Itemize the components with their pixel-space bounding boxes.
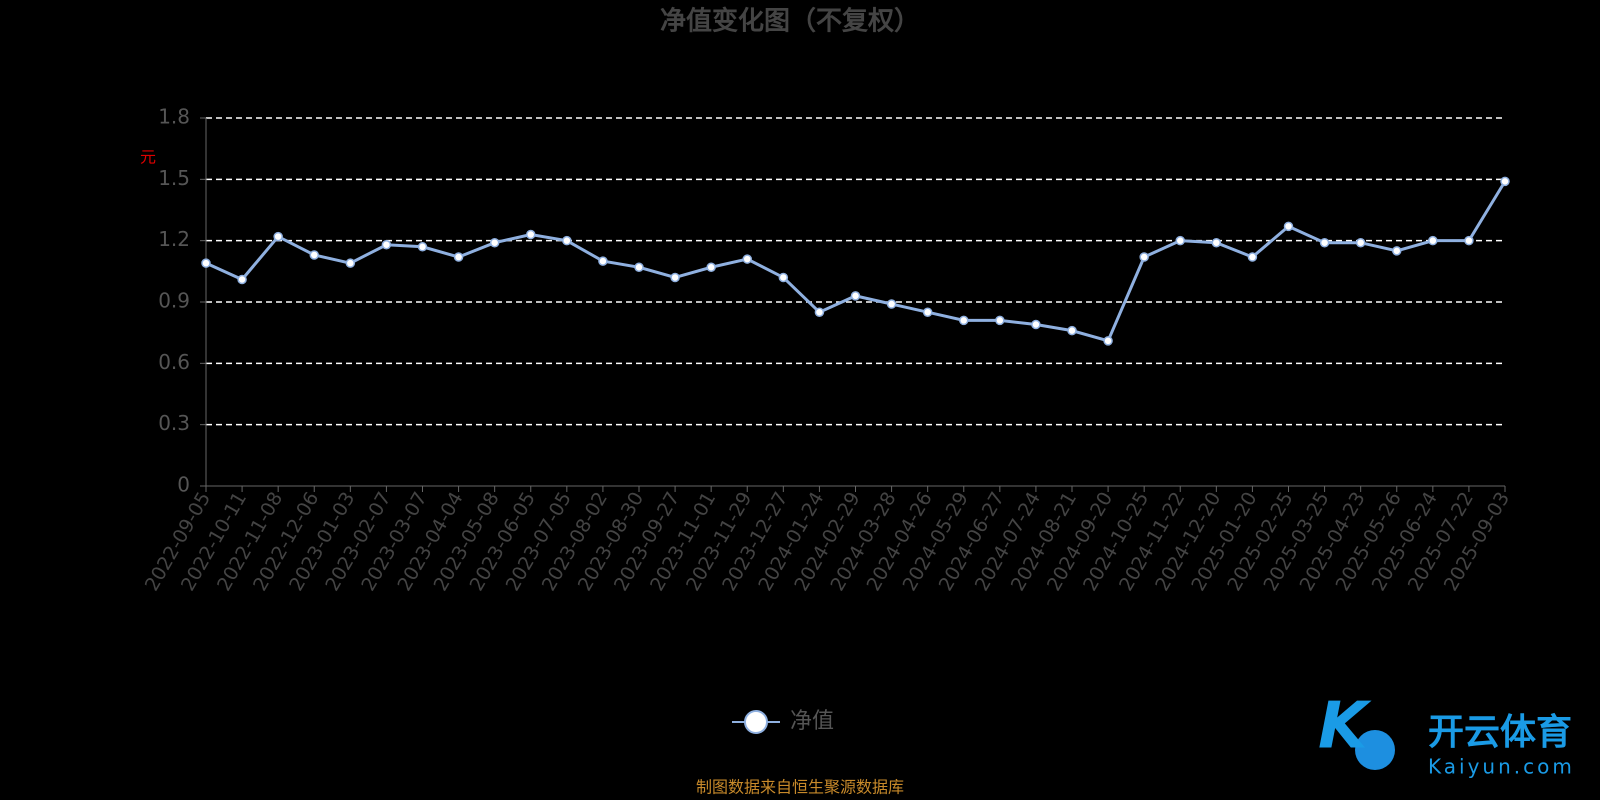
data-point: [850, 291, 861, 301]
data-point: [886, 299, 897, 309]
legend-marker: [744, 710, 768, 734]
data-point: [1031, 319, 1041, 330]
logo-k: K: [1318, 690, 1372, 764]
y-tick-label: 0.9: [158, 289, 190, 313]
data-point: [995, 315, 1005, 326]
legend-label: 净值: [790, 709, 834, 734]
data-point: [1355, 237, 1366, 248]
data-point: [634, 262, 644, 272]
y-tick-label: 1.5: [158, 166, 190, 190]
data-point: [1247, 252, 1258, 262]
y-tick-label: 0.6: [158, 350, 190, 374]
data-point: [453, 252, 464, 262]
data-point: [1319, 237, 1330, 248]
data-point: [526, 229, 536, 240]
data-point: [1428, 235, 1438, 246]
data-point: [273, 231, 283, 242]
data-point: [1067, 325, 1077, 336]
data-point: [742, 254, 752, 264]
watermark: K 开云体育 Kaiyun.com: [1318, 690, 1575, 779]
data-point: [1283, 221, 1294, 232]
data-point: [598, 256, 608, 266]
y-tick-label: 1.2: [158, 227, 190, 251]
data-point: [922, 307, 933, 317]
chart-title: 净值变化图（不复权）: [660, 6, 920, 37]
logo-ball: [1355, 730, 1395, 770]
data-point: [1464, 235, 1474, 246]
y-axis-label: 元: [140, 148, 156, 167]
y-tick-label: 0: [177, 473, 190, 497]
source-note: 制图数据来自恒生聚源数据库: [696, 778, 904, 797]
data-point: [562, 235, 572, 246]
data-point: [1103, 336, 1113, 346]
watermark-brand: 开云体育: [1428, 712, 1572, 753]
watermark-site: Kaiyun.com: [1428, 755, 1575, 779]
data-point: [1211, 237, 1222, 248]
data-point: [1175, 235, 1185, 246]
data-point: [706, 262, 716, 272]
data-point: [814, 307, 825, 317]
data-point: [201, 258, 211, 268]
data-point: [489, 237, 500, 248]
data-point: [959, 315, 969, 326]
data-point: [417, 242, 428, 252]
y-tick-label: 0.3: [158, 411, 190, 435]
data-point: [1139, 252, 1149, 262]
data-point: [778, 272, 789, 283]
data-point: [1392, 246, 1402, 256]
data-point: [237, 274, 247, 285]
data-point: [309, 250, 319, 260]
data-point: [670, 272, 680, 283]
y-tick-label: 1.8: [158, 105, 190, 129]
data-point: [381, 240, 392, 250]
data-point: [345, 258, 356, 268]
data-point: [1500, 176, 1510, 187]
